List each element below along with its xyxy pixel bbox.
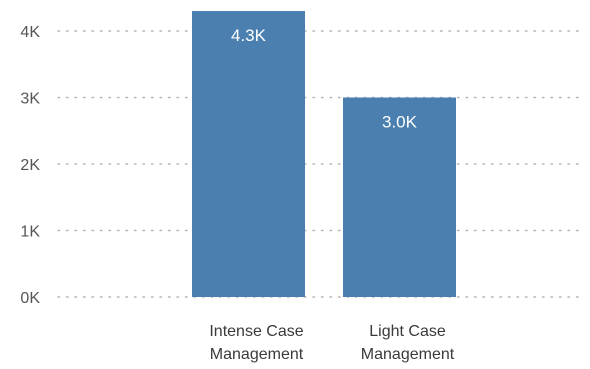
x-axis-categories: Intense Case Management Light Case Manageme… (209, 323, 454, 363)
y-tick-label: 3K (20, 91, 40, 108)
gridlines (58, 31, 578, 297)
x-category-label-line: Management (210, 346, 304, 363)
data-label: 4.3K (231, 26, 267, 45)
bars (192, 11, 456, 297)
x-category-label: Light Case Management (361, 323, 455, 363)
x-category-label-line: Light Case (369, 323, 446, 340)
y-tick-label: 2K (20, 157, 40, 174)
x-category-label-line: Intense Case (209, 323, 303, 340)
x-category-label-line: Management (361, 346, 455, 363)
y-tick-label: 0K (20, 290, 40, 307)
data-label: 3.0K (382, 113, 418, 132)
x-category-label: Intense Case Management (209, 323, 303, 363)
y-axis-ticks: 0K 1K 2K 3K 4K (20, 24, 40, 307)
y-tick-label: 1K (20, 224, 40, 241)
bar (192, 11, 305, 297)
y-tick-label: 4K (20, 24, 40, 41)
